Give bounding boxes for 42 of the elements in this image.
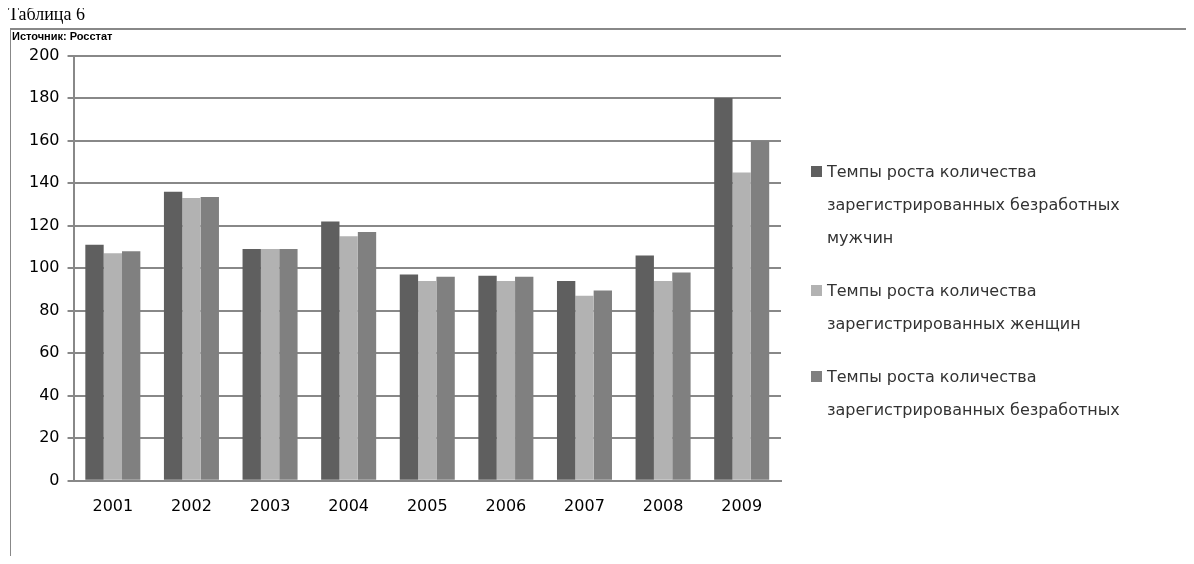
legend-label: Темпы роста количества зарегистрированных безработных мужчин xyxy=(827,161,1121,249)
bar xyxy=(182,198,201,480)
bar xyxy=(399,274,419,480)
y-tick-label: 180 xyxy=(28,87,60,107)
text: Источник: Росстат xyxy=(12,30,113,42)
bar xyxy=(732,172,751,480)
legend-label: Темпы роста количества зарегистрированных женщин xyxy=(827,280,1082,335)
bar xyxy=(339,236,358,480)
bar xyxy=(635,255,654,480)
y-tick-label: 40 xyxy=(39,384,60,404)
bar xyxy=(321,221,340,480)
bar xyxy=(260,249,280,480)
bar xyxy=(85,244,104,480)
legend-label: Темпы роста количества зарегистрированных безработных xyxy=(827,366,1121,421)
x-tick-label: 2009 xyxy=(721,495,763,515)
y-tick-label: 60 xyxy=(39,342,60,362)
x-tick-label: 2003 xyxy=(249,495,291,515)
y-tick-label: 0 xyxy=(49,469,60,489)
bar xyxy=(653,280,673,480)
x-tick-label: 2008 xyxy=(642,495,684,515)
bar xyxy=(575,295,594,480)
bar xyxy=(163,191,183,480)
y-tick-label: 80 xyxy=(39,299,60,319)
bar xyxy=(103,253,123,480)
bar xyxy=(418,280,437,480)
bar xyxy=(478,275,497,480)
bar xyxy=(496,280,516,480)
bar xyxy=(714,98,733,480)
y-tick-label: 100 xyxy=(28,257,60,277)
x-tick-label: 2001 xyxy=(92,495,134,515)
y-tick-label: 160 xyxy=(28,129,60,149)
x-tick-label: 2005 xyxy=(406,495,448,515)
x-tick-label: 2007 xyxy=(564,495,605,515)
x-tick-label: 2004 xyxy=(328,495,370,515)
bar xyxy=(242,249,261,480)
x-tick-label: 2006 xyxy=(485,495,527,515)
y-tick-label: 120 xyxy=(28,214,60,234)
y-tick-label: 200 xyxy=(28,44,60,64)
bar xyxy=(556,280,576,480)
y-tick-label: 140 xyxy=(28,172,60,192)
x-tick-label: 2002 xyxy=(171,495,212,515)
y-tick-label: 20 xyxy=(39,427,60,447)
